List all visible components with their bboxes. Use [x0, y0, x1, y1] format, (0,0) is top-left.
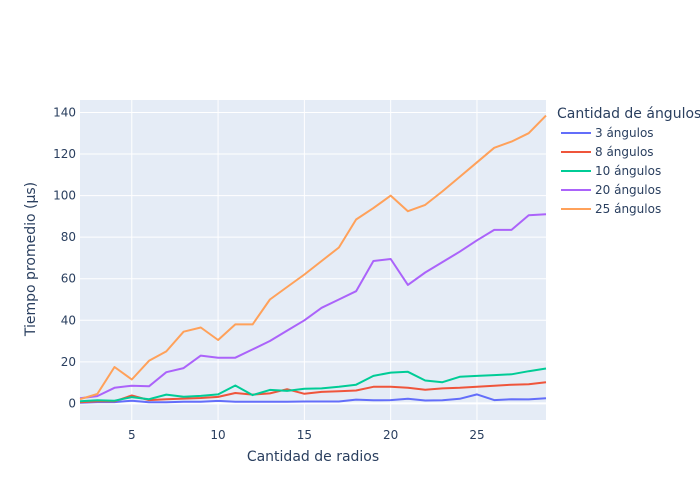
y-axis-ticks: 0 20 40 60 80 100 120 140	[53, 105, 76, 410]
legend-label: 10 ángulos	[595, 164, 661, 178]
y-tick-label: 140	[53, 105, 76, 119]
series-line-2	[79, 367, 547, 403]
plot-area	[80, 100, 546, 420]
series-line-0	[79, 393, 547, 404]
legend-title: Cantidad de ángulos	[557, 106, 700, 122]
y-tick-label: 40	[61, 313, 76, 327]
legend-item[interactable]: 25 ángulos	[561, 202, 661, 216]
series-line-3	[79, 213, 547, 400]
legend-item[interactable]: 20 ángulos	[561, 183, 661, 197]
legend-label: 25 ángulos	[595, 202, 661, 216]
series-line-4	[79, 114, 547, 401]
legend-item[interactable]: 10 ángulos	[561, 164, 661, 178]
y-tick-label: 0	[68, 396, 76, 410]
x-tick-label: 20	[383, 428, 398, 442]
legend-label: 8 ángulos	[595, 145, 654, 159]
legend-label: 3 ángulos	[595, 126, 654, 140]
x-tick-label: 5	[128, 428, 136, 442]
series-line-1	[79, 381, 547, 404]
y-tick-label: 20	[61, 355, 76, 369]
gridlines	[80, 100, 546, 420]
legend-label: 20 ángulos	[595, 183, 661, 197]
y-tick-label: 120	[53, 147, 76, 161]
y-tick-label: 80	[61, 230, 76, 244]
x-axis-title: Cantidad de radios	[247, 449, 379, 465]
y-axis-title: Tiempo promedio (μs)	[23, 182, 39, 337]
legend[interactable]: Cantidad de ángulos 3 ángulos 8 ángulos 10…	[557, 106, 700, 216]
legend-item[interactable]: 8 ángulos	[561, 145, 654, 159]
y-tick-label: 100	[53, 189, 76, 203]
x-tick-label: 15	[297, 428, 312, 442]
x-tick-label: 10	[210, 428, 225, 442]
series-lines	[79, 114, 547, 404]
legend-item[interactable]: 3 ángulos	[561, 126, 654, 140]
x-tick-label: 25	[469, 428, 484, 442]
y-tick-label: 60	[61, 272, 76, 286]
x-axis-ticks: 5 10 15 20 25	[128, 428, 485, 442]
